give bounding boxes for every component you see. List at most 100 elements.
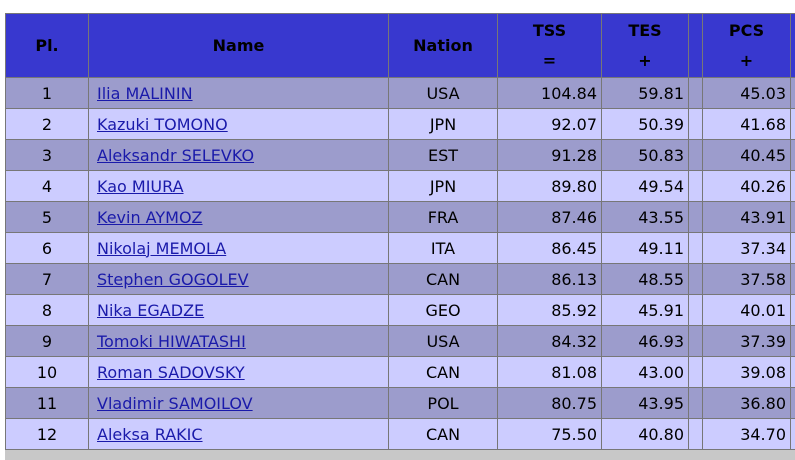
spacer-cell <box>688 418 703 450</box>
cell: 87.46 <box>497 201 602 233</box>
result-row: 2 Kazuki TOMONO JPN 92.07 50.39 41.68 <box>5 108 795 140</box>
column-header: TES + <box>601 13 689 78</box>
skater-link[interactable]: Ilia MALININ <box>97 83 193 103</box>
cell: 45.03 <box>702 77 791 109</box>
cell: Kevin AYMOZ <box>88 201 389 233</box>
cell: 45.91 <box>601 294 689 326</box>
cut-off-cell <box>790 108 795 140</box>
column-label: TSS <box>532 20 567 40</box>
cell: 37.39 <box>702 325 791 357</box>
skater-link[interactable]: Kao MIURA <box>97 176 184 196</box>
cell: 40.80 <box>601 418 689 450</box>
cell-text: CAN <box>425 269 461 289</box>
cell-text: 1 <box>41 83 53 103</box>
cell: EST <box>388 139 498 171</box>
results-table: Pl. Name Nation TSS = TES + PCS + 1 Ilia MALININ U… <box>5 13 795 450</box>
cell: 37.34 <box>702 232 791 264</box>
cell-text: 49.11 <box>638 238 684 258</box>
cut-off-cell <box>790 232 795 264</box>
cell: 3 <box>5 139 89 171</box>
cell-text: 45.03 <box>740 83 786 103</box>
cell: 43.00 <box>601 356 689 388</box>
cell: 40.26 <box>702 170 791 202</box>
skater-link[interactable]: Stephen GOGOLEV <box>97 269 249 289</box>
cell: 80.75 <box>497 387 602 419</box>
cell-text: USA <box>426 83 460 103</box>
result-row: 1 Ilia MALININ USA 104.84 59.81 45.03 <box>5 77 795 109</box>
skater-link[interactable]: Kazuki TOMONO <box>97 114 228 134</box>
skater-link[interactable]: Aleksandr SELEVKO <box>97 145 255 165</box>
result-row: 7 Stephen GOGOLEV CAN 86.13 48.55 37.58 <box>5 263 795 295</box>
result-row: 6 Nikolaj MEMOLA ITA 86.45 49.11 37.34 <box>5 232 795 264</box>
skater-link[interactable]: Aleksa RAKIC <box>97 424 203 444</box>
column-header: TSS = <box>497 13 602 78</box>
cell: 43.55 <box>601 201 689 233</box>
cell: 91.28 <box>497 139 602 171</box>
cut-off-cell <box>790 263 795 295</box>
cell: 2 <box>5 108 89 140</box>
cell: Nikolaj MEMOLA <box>88 232 389 264</box>
cell: 92.07 <box>497 108 602 140</box>
skater-link[interactable]: Tomoki HIWATASHI <box>97 331 246 351</box>
cut-off-cell <box>790 170 795 202</box>
column-label: Pl. <box>35 35 59 55</box>
cell-text: 9 <box>41 331 53 351</box>
column-label: PCS <box>728 20 765 40</box>
cell-text: 85.92 <box>551 300 597 320</box>
cell-text: 34.70 <box>740 424 786 444</box>
cell-text: 59.81 <box>638 83 684 103</box>
column-header: Name <box>88 13 389 78</box>
column-header: PCS + <box>702 13 791 78</box>
table-body: 1 Ilia MALININ USA 104.84 59.81 45.03 2 Kazuki … <box>5 77 795 450</box>
cell: 1 <box>5 77 89 109</box>
cut-off-cell <box>790 201 795 233</box>
cell: FRA <box>388 201 498 233</box>
cell-text: 5 <box>41 207 53 227</box>
skater-link[interactable]: Nika EGADZE <box>97 300 205 320</box>
skater-link[interactable]: Nikolaj MEMOLA <box>97 238 227 258</box>
cell-text: 49.54 <box>638 176 684 196</box>
cell: 86.45 <box>497 232 602 264</box>
skater-link[interactable]: Vladimir SAMOILOV <box>97 393 253 413</box>
result-row: 8 Nika EGADZE GEO 85.92 45.91 40.01 <box>5 294 795 326</box>
spacer-cell <box>688 201 703 233</box>
cell: ITA <box>388 232 498 264</box>
cell-text: 104.84 <box>541 83 597 103</box>
cell: 34.70 <box>702 418 791 450</box>
cell-text: 11 <box>36 393 58 413</box>
cell: 6 <box>5 232 89 264</box>
cell: CAN <box>388 356 498 388</box>
cell: 43.95 <box>601 387 689 419</box>
cell: 40.45 <box>702 139 791 171</box>
skater-link[interactable]: Roman SADOVSKY <box>97 362 245 382</box>
cell-text: 6 <box>41 238 53 258</box>
result-row: 5 Kevin AYMOZ FRA 87.46 43.55 43.91 <box>5 201 795 233</box>
cell-text: 87.46 <box>551 207 597 227</box>
cell-text: 43.95 <box>638 393 684 413</box>
cell: 40.01 <box>702 294 791 326</box>
cut-off-cell <box>790 13 795 78</box>
cell: 39.08 <box>702 356 791 388</box>
cell: Aleksandr SELEVKO <box>88 139 389 171</box>
cell: Roman SADOVSKY <box>88 356 389 388</box>
cut-off-cell <box>790 294 795 326</box>
spacer-cell <box>688 232 703 264</box>
cell: 43.91 <box>702 201 791 233</box>
cell-text: 91.28 <box>551 145 597 165</box>
cell-text: 46.93 <box>638 331 684 351</box>
cell: 59.81 <box>601 77 689 109</box>
result-row: 9 Tomoki HIWATASHI USA 84.32 46.93 37.39 <box>5 325 795 357</box>
cell: 81.08 <box>497 356 602 388</box>
cell: 10 <box>5 356 89 388</box>
cell: USA <box>388 77 498 109</box>
cell: Kao MIURA <box>88 170 389 202</box>
cell: USA <box>388 325 498 357</box>
cell-text: 36.80 <box>740 393 786 413</box>
cell: Tomoki HIWATASHI <box>88 325 389 357</box>
cell: 75.50 <box>497 418 602 450</box>
cell: 49.11 <box>601 232 689 264</box>
skater-link[interactable]: Kevin AYMOZ <box>97 207 203 227</box>
cell-text: GEO <box>425 300 461 320</box>
cell-text: 43.91 <box>740 207 786 227</box>
cell: Aleksa RAKIC <box>88 418 389 450</box>
